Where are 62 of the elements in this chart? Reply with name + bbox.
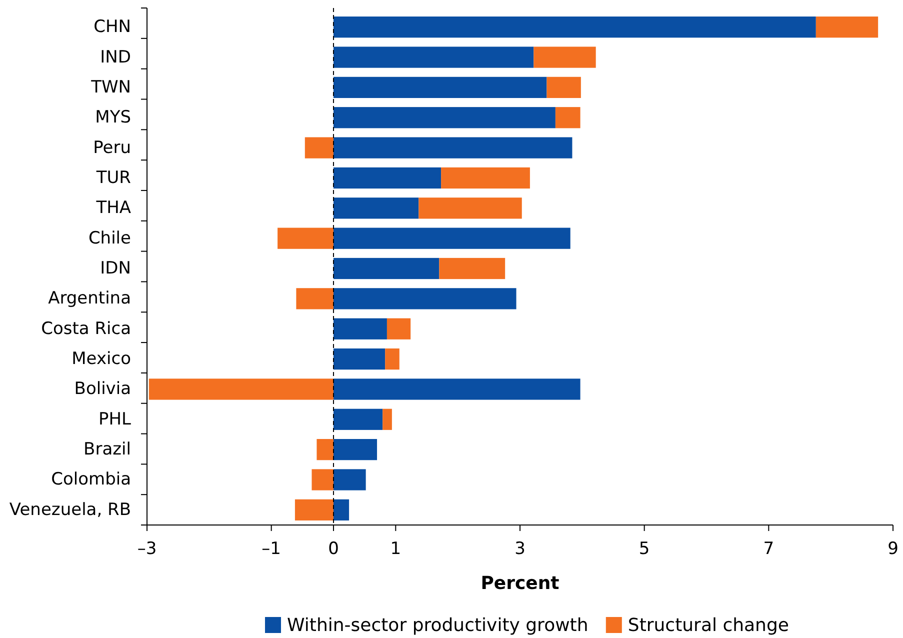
bar: [334, 288, 516, 310]
y-tick-label: Chile: [88, 228, 131, 248]
bar: [148, 378, 334, 400]
y-tick-label: Venezuela, RB: [9, 500, 131, 520]
y-tick-label: THA: [95, 198, 132, 218]
bar: [441, 167, 530, 189]
bar: [534, 46, 596, 68]
bar: [418, 198, 522, 219]
bar: [439, 258, 506, 280]
bar: [334, 499, 350, 520]
bar: [334, 76, 547, 98]
bar: [304, 137, 334, 158]
x-tick-label: 7: [763, 539, 774, 559]
bar: [334, 16, 816, 38]
y-tick-label: Colombia: [51, 470, 131, 490]
x-tick-label: 3: [514, 539, 526, 559]
bar: [546, 76, 581, 98]
y-tick-label: IND: [100, 47, 131, 68]
x-tick-label: 1: [390, 539, 402, 559]
legend-label: Within-sector productivity growth: [287, 615, 588, 636]
y-tick-label: MYS: [95, 108, 131, 128]
bar: [334, 167, 442, 189]
y-tick-label: TUR: [95, 168, 132, 188]
y-tick-label: Brazil: [84, 440, 131, 460]
x-tick-label: –1: [262, 539, 281, 559]
y-tick-label: CHN: [94, 17, 131, 38]
bar: [385, 348, 400, 370]
bar: [386, 318, 411, 340]
bar: [334, 137, 572, 158]
x-tick-label: 9: [888, 539, 898, 559]
bar: [334, 408, 383, 430]
bar: [334, 469, 366, 490]
bar: [334, 258, 440, 280]
y-tick-label: Peru: [93, 138, 131, 158]
bar: [334, 228, 570, 249]
bar: [334, 198, 419, 219]
y-tick-label: Bolivia: [74, 379, 131, 400]
y-tick-label: Argentina: [48, 288, 131, 309]
x-tick-label: 0: [328, 539, 339, 559]
bar: [382, 408, 392, 430]
bar: [334, 378, 580, 400]
bar: [334, 348, 386, 370]
y-tick-label: IDN: [100, 258, 131, 278]
bar: [334, 46, 534, 68]
legend-label: Structural change: [628, 615, 789, 636]
y-tick-label: Mexico: [72, 349, 131, 370]
bar: [334, 438, 378, 460]
x-tick-label: –3: [137, 539, 157, 559]
x-axis-title: Percent: [480, 573, 560, 594]
bar: [334, 318, 387, 340]
bar: [816, 16, 878, 38]
bar: [296, 288, 334, 310]
y-tick-label: Costa Rica: [41, 318, 131, 339]
bar: [294, 499, 334, 520]
bar: [278, 228, 334, 249]
bar: [312, 469, 334, 490]
y-tick-label: TWN: [90, 77, 131, 98]
bar: [334, 107, 556, 128]
y-tick-label: PHL: [98, 409, 132, 430]
bar: [555, 107, 580, 128]
x-tick-label: 5: [638, 539, 650, 559]
bar: [316, 438, 334, 460]
